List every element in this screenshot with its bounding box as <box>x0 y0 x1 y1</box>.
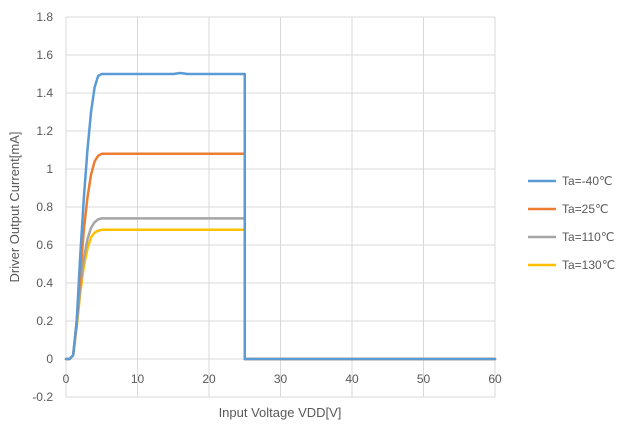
y-tick-label: 1 <box>46 162 53 176</box>
y-tick-label: 0.2 <box>36 314 53 328</box>
y-tick-label: 1.4 <box>36 86 53 100</box>
x-tick-label: 60 <box>488 372 502 386</box>
x-tick-label: 0 <box>63 372 70 386</box>
y-tick-label: -0.2 <box>32 390 53 404</box>
x-axis-title: Input Voltage VDD[V] <box>219 405 342 420</box>
y-tick-label: 1.8 <box>36 10 53 24</box>
x-tick-label: 50 <box>417 372 431 386</box>
y-tick-label: 1.2 <box>36 124 53 138</box>
legend-label: Ta=130℃ <box>562 258 615 272</box>
y-axis-title: Driver Output Current[mA] <box>7 132 22 283</box>
gridlines <box>65 16 496 398</box>
legend-label: Ta=-40℃ <box>562 174 613 188</box>
y-tick-label: 1.6 <box>36 48 53 62</box>
legend-label: Ta=110℃ <box>562 230 614 244</box>
y-tick-label: 0.8 <box>36 200 53 214</box>
y-tick-label: 0 <box>46 352 53 366</box>
tick-labels: -0.2 0 0.2 0.4 0.6 0.8 1 1.2 1.4 1.6 1.8 0 10 20 30 40 5… <box>32 10 502 404</box>
legend: Ta=-40℃ Ta=25℃ Ta=110℃ Ta=130℃ <box>528 174 615 272</box>
series-lines <box>64 71 497 361</box>
y-tick-label: 0.4 <box>36 276 53 290</box>
series-line <box>64 71 497 361</box>
x-tick-label: 40 <box>345 372 359 386</box>
x-tick-label: 30 <box>274 372 288 386</box>
y-tick-label: 0.6 <box>36 238 53 252</box>
x-tick-label: 10 <box>131 372 145 386</box>
legend-label: Ta=25℃ <box>562 202 609 216</box>
x-tick-label: 20 <box>202 372 216 386</box>
